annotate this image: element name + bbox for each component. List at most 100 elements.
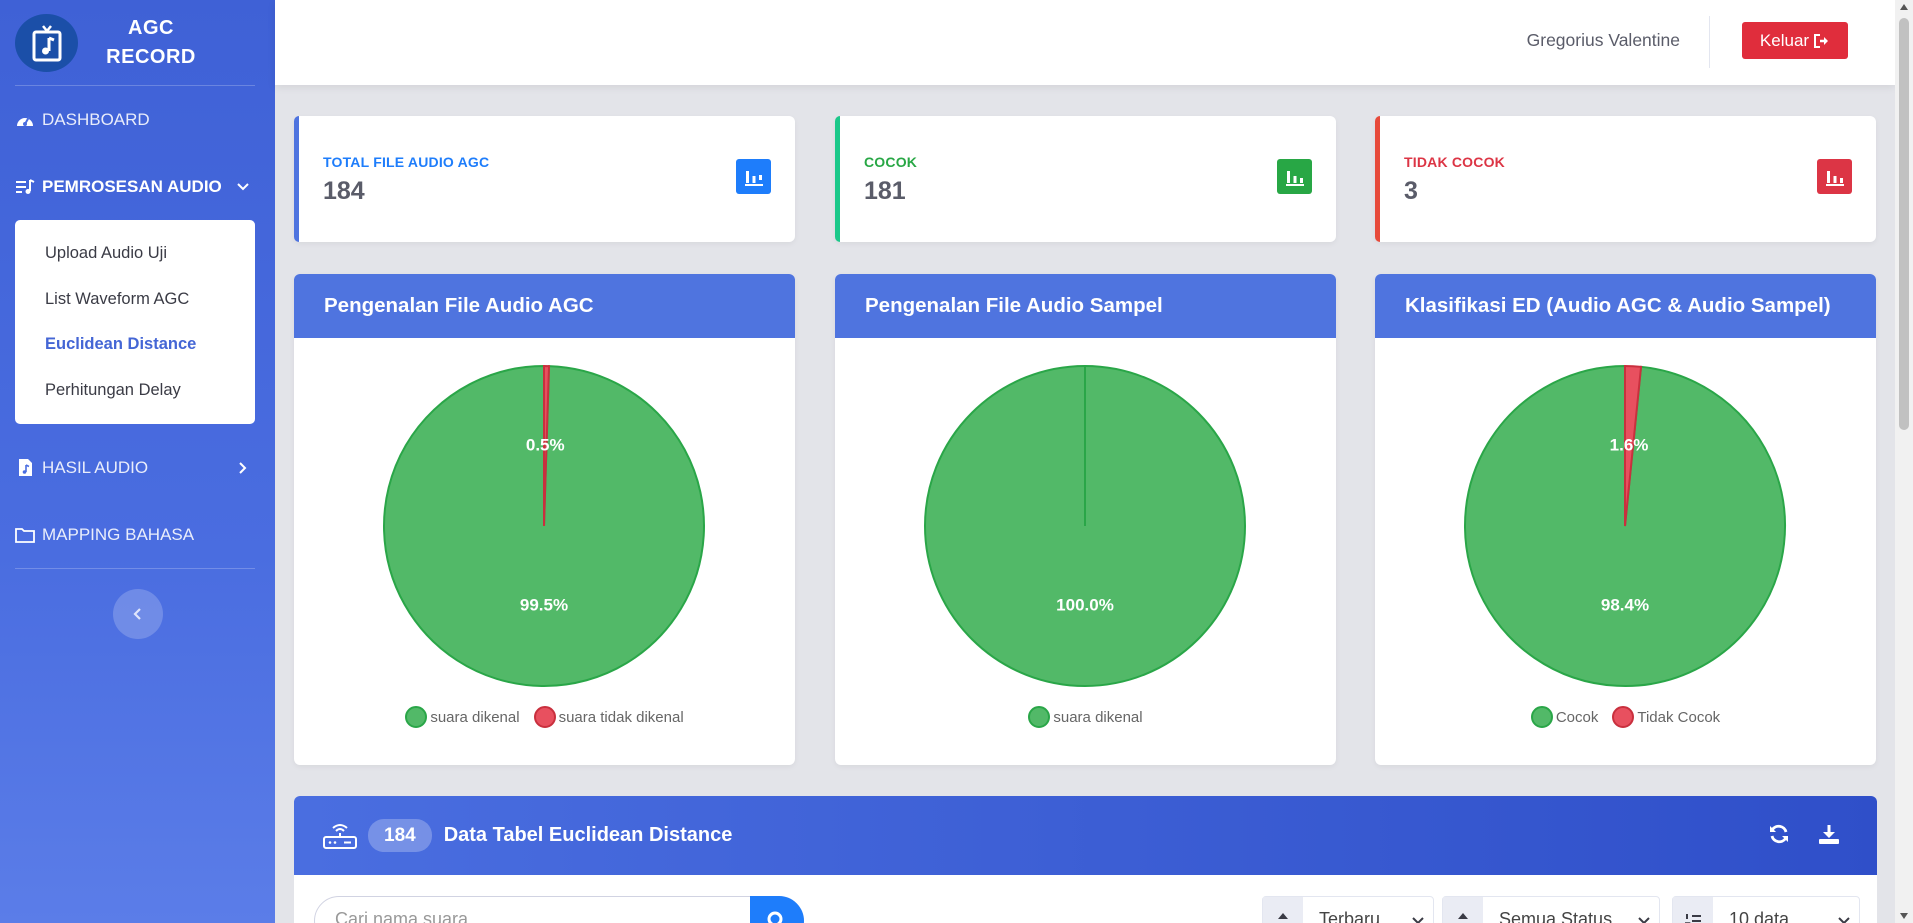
router-icon: [323, 823, 357, 849]
legend-label: suara dikenal: [1053, 708, 1143, 726]
refresh-icon: [1770, 824, 1788, 844]
pie-data-label: 99.5%: [520, 595, 568, 614]
legend-item-cocok[interactable]: Cocok: [1530, 706, 1599, 728]
sidebar-item-label: DASHBOARD: [42, 109, 150, 129]
legend-swatch: [1612, 706, 1635, 728]
sidebar-toggle-button[interactable]: [112, 589, 163, 639]
legend-item-suara-tidak-dikenal[interactable]: suara tidak dikenal: [533, 706, 684, 728]
legend-label: Tidak Cocok: [1637, 708, 1721, 726]
legend-label: Cocok: [1555, 708, 1599, 726]
sidebar-item-label: PEMROSESAN AUDIO: [42, 176, 222, 196]
status-value: Semua Status: [1499, 909, 1613, 923]
stat-card-cocok: COCOK 181: [835, 116, 1336, 242]
search-input[interactable]: [335, 909, 735, 923]
pie-chart-sampel: 100.0%: [924, 365, 1246, 687]
pie-chart-klasifikasi: 98.4% 1.6%: [1464, 364, 1786, 687]
submenu-upload-audio-uji[interactable]: Upload Audio Uji: [45, 244, 167, 263]
scroll-thumb[interactable]: [1899, 18, 1909, 430]
sidebar-item-pemrosesan-audio[interactable]: PEMROSESAN AUDIO: [0, 153, 275, 220]
sign-out-icon: [1814, 33, 1829, 48]
pie-data-label: 1.6%: [1610, 436, 1649, 455]
chevron-down-icon: [1403, 897, 1433, 923]
sidebar-divider: [15, 85, 255, 86]
logout-button[interactable]: Keluar: [1742, 22, 1848, 59]
refresh-button[interactable]: [1765, 820, 1793, 848]
sort-select[interactable]: Terbaru: [1262, 896, 1434, 923]
scroll-up-arrow[interactable]: [1900, 4, 1908, 10]
search-icon: [767, 911, 783, 923]
chevron-right-icon: [236, 461, 250, 475]
page-scrollbar[interactable]: [1895, 0, 1913, 923]
bar-chart-icon: [1817, 159, 1852, 194]
legend-swatch: [405, 706, 428, 728]
sidebar-item-label: MAPPING BAHASA: [42, 524, 195, 544]
legend-label: suara tidak dikenal: [558, 708, 684, 726]
pie-slice-suara-tidak-dikenal[interactable]: [543, 364, 551, 527]
legend-label: suara dikenal: [430, 708, 520, 726]
chart-title: Pengenalan File Audio AGC: [294, 274, 795, 338]
stat-label: TIDAK COCOK: [1404, 154, 1505, 170]
legend-swatch: [1028, 706, 1051, 728]
chart-legend: Cocok Tidak Cocok: [1375, 706, 1876, 728]
brand-line1: AGC: [128, 16, 174, 39]
legend-swatch: [533, 706, 556, 728]
brand[interactable]: AGC RECORD: [0, 0, 275, 85]
sidebar: AGC RECORD DASHBOARD PEMROSESAN AUDIO Up…: [0, 0, 275, 923]
table-title: Data Tabel Euclidean Distance: [443, 824, 733, 846]
stat-label: COCOK: [864, 154, 918, 170]
stat-accent-bar: [835, 116, 840, 242]
music-list-icon: [15, 177, 35, 197]
stat-accent-bar: [1375, 116, 1380, 242]
topbar: Gregorius Valentine Keluar: [275, 0, 1895, 85]
sort-icon: [1263, 897, 1303, 923]
chart-legend: suara dikenal suara tidak dikenal: [294, 706, 795, 728]
download-icon: [1819, 825, 1839, 844]
music-file-icon: [15, 13, 78, 72]
chevron-down-icon: [1629, 897, 1659, 923]
logout-label: Keluar: [1759, 30, 1810, 50]
per-page-value: 10 data: [1729, 909, 1790, 923]
legend-item-tidak-cocok[interactable]: Tidak Cocok: [1612, 706, 1720, 728]
stat-value: 3: [1404, 177, 1418, 205]
count-badge: 184: [368, 819, 432, 852]
pie-data-label: 100.0%: [1056, 595, 1114, 614]
brand-line2: RECORD: [106, 45, 196, 68]
pie-chart-agc: 99.5% 0.5%: [383, 364, 705, 687]
per-page-select[interactable]: 10 data: [1672, 896, 1860, 923]
chart-title: Pengenalan File Audio Sampel: [835, 274, 1336, 338]
chevron-down-icon: [1829, 897, 1859, 923]
sidebar-item-dashboard[interactable]: DASHBOARD: [0, 86, 275, 153]
table-panel: 184 Data Tabel Euclidean Distance: [294, 796, 1877, 923]
submenu-perhitungan-delay[interactable]: Perhitungan Delay: [45, 380, 181, 399]
legend-swatch: [1530, 706, 1553, 728]
chevron-left-icon: [132, 608, 141, 620]
status-select[interactable]: Semua Status: [1442, 896, 1660, 923]
pie-slice-tidak-cocok[interactable]: [1624, 364, 1643, 527]
chart-card-sampel: Pengenalan File Audio Sampel 100.0% suar…: [835, 274, 1336, 765]
pie-data-label: 0.5%: [526, 435, 565, 454]
sidebar-item-hasil-audio[interactable]: HASIL AUDIO: [0, 434, 275, 501]
legend-item-suara-dikenal[interactable]: suara dikenal: [1028, 706, 1143, 728]
folder-icon: [15, 525, 35, 545]
user-name[interactable]: Gregorius Valentine: [1526, 30, 1680, 50]
search-box: [314, 896, 804, 923]
sidebar-item-label: HASIL AUDIO: [42, 457, 149, 477]
sidebar-item-mapping-bahasa[interactable]: MAPPING BAHASA: [0, 501, 275, 568]
topbar-divider: [1709, 16, 1710, 68]
chevron-down-icon: [236, 180, 250, 194]
submenu-euclidean-distance[interactable]: Euclidean Distance: [45, 335, 197, 354]
pie-data-label: 98.4%: [1601, 595, 1649, 614]
stat-card-tidak-cocok: TIDAK COCOK 3: [1375, 116, 1876, 242]
stat-card-total: TOTAL FILE AUDIO AGC 184: [294, 116, 795, 242]
stat-value: 184: [323, 177, 365, 205]
submenu-list-waveform-agc[interactable]: List Waveform AGC: [45, 289, 190, 308]
chart-legend: suara dikenal: [835, 706, 1336, 728]
sort-value: Terbaru: [1319, 909, 1381, 923]
scroll-down-arrow[interactable]: [1900, 913, 1908, 919]
sort-icon: [1443, 897, 1483, 923]
legend-item-suara-dikenal[interactable]: suara dikenal: [405, 706, 520, 728]
list-numbered-icon: [1673, 897, 1713, 923]
chart-title: Klasifikasi ED (Audio AGC & Audio Sampel…: [1375, 274, 1876, 338]
bar-chart-icon: [1277, 159, 1312, 194]
download-button[interactable]: [1815, 820, 1843, 848]
